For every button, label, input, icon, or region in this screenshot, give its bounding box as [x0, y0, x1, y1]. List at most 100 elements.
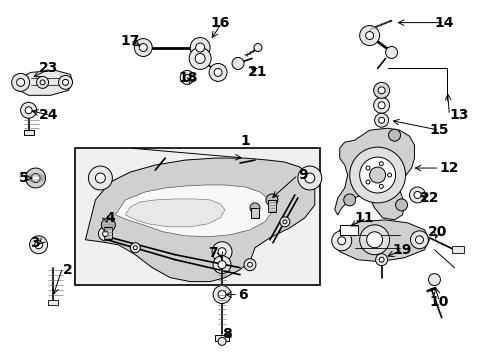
- Text: 15: 15: [428, 123, 448, 137]
- Text: 2: 2: [62, 263, 72, 276]
- Text: 20: 20: [427, 225, 446, 239]
- Circle shape: [244, 259, 255, 271]
- Circle shape: [337, 237, 345, 245]
- Circle shape: [379, 184, 383, 188]
- Circle shape: [378, 257, 383, 262]
- Circle shape: [378, 117, 384, 123]
- Circle shape: [365, 32, 373, 40]
- Circle shape: [373, 97, 389, 113]
- Text: 17: 17: [120, 33, 140, 48]
- Text: 16: 16: [210, 15, 229, 30]
- Circle shape: [283, 220, 286, 224]
- Circle shape: [30, 236, 47, 254]
- Circle shape: [218, 261, 225, 269]
- Polygon shape: [334, 128, 414, 220]
- Circle shape: [98, 227, 112, 241]
- Bar: [104, 227, 112, 239]
- Circle shape: [130, 243, 140, 253]
- Bar: [215, 336, 228, 341]
- Circle shape: [375, 254, 387, 266]
- Circle shape: [37, 76, 48, 88]
- Circle shape: [365, 180, 369, 184]
- Circle shape: [59, 75, 72, 89]
- Bar: [267, 200, 275, 212]
- Circle shape: [369, 167, 385, 183]
- Circle shape: [377, 102, 385, 109]
- Text: 13: 13: [448, 108, 468, 122]
- Circle shape: [232, 58, 244, 69]
- Circle shape: [366, 232, 382, 248]
- Circle shape: [20, 102, 37, 118]
- Circle shape: [410, 231, 427, 249]
- Text: 10: 10: [428, 294, 448, 309]
- Text: 18: 18: [178, 71, 197, 85]
- Circle shape: [190, 37, 210, 58]
- Text: 23: 23: [39, 62, 58, 76]
- Text: 6: 6: [238, 288, 247, 302]
- Circle shape: [134, 39, 152, 57]
- Circle shape: [25, 168, 45, 188]
- Text: 12: 12: [439, 161, 458, 175]
- Circle shape: [297, 166, 321, 190]
- Circle shape: [388, 129, 400, 141]
- Circle shape: [387, 173, 391, 177]
- Circle shape: [218, 291, 225, 298]
- Text: 21: 21: [247, 66, 267, 80]
- Circle shape: [427, 274, 440, 285]
- Circle shape: [415, 236, 423, 244]
- Circle shape: [349, 147, 405, 203]
- Circle shape: [40, 80, 45, 85]
- Text: 11: 11: [354, 211, 373, 225]
- Text: 4: 4: [105, 211, 115, 225]
- Circle shape: [95, 173, 105, 183]
- Circle shape: [195, 54, 204, 63]
- Circle shape: [12, 73, 30, 91]
- Circle shape: [88, 166, 112, 190]
- Circle shape: [365, 166, 369, 170]
- Polygon shape: [14, 71, 72, 95]
- Text: 14: 14: [433, 15, 453, 30]
- Bar: [366, 27, 374, 32]
- Circle shape: [218, 248, 225, 256]
- Text: 19: 19: [392, 243, 411, 257]
- Circle shape: [331, 231, 351, 251]
- Circle shape: [395, 199, 407, 211]
- Circle shape: [180, 71, 194, 84]
- Circle shape: [249, 203, 260, 213]
- Polygon shape: [125, 199, 224, 227]
- Circle shape: [35, 241, 42, 249]
- Circle shape: [209, 63, 226, 81]
- Circle shape: [214, 68, 222, 76]
- Text: 5: 5: [19, 171, 28, 185]
- Text: 7: 7: [208, 246, 217, 260]
- Circle shape: [213, 256, 230, 274]
- Circle shape: [373, 82, 389, 98]
- Circle shape: [359, 225, 389, 255]
- Circle shape: [213, 285, 230, 303]
- Text: 9: 9: [297, 168, 307, 182]
- Bar: [451, 246, 464, 253]
- Circle shape: [212, 242, 232, 262]
- Circle shape: [102, 231, 108, 237]
- Circle shape: [62, 80, 68, 85]
- Circle shape: [247, 262, 252, 267]
- Circle shape: [359, 26, 379, 45]
- Circle shape: [279, 217, 289, 227]
- Circle shape: [139, 44, 147, 51]
- Text: 3: 3: [31, 236, 40, 250]
- Circle shape: [377, 87, 385, 94]
- Circle shape: [379, 162, 383, 166]
- Bar: [339, 225, 357, 235]
- Circle shape: [218, 337, 225, 345]
- Circle shape: [265, 194, 277, 206]
- Bar: [250, 208, 259, 218]
- Circle shape: [25, 107, 32, 114]
- Circle shape: [413, 192, 420, 198]
- Circle shape: [408, 187, 425, 203]
- Polygon shape: [115, 185, 271, 237]
- Circle shape: [343, 194, 355, 206]
- Circle shape: [101, 218, 115, 232]
- Circle shape: [17, 78, 24, 86]
- Circle shape: [304, 173, 314, 183]
- Circle shape: [253, 44, 262, 51]
